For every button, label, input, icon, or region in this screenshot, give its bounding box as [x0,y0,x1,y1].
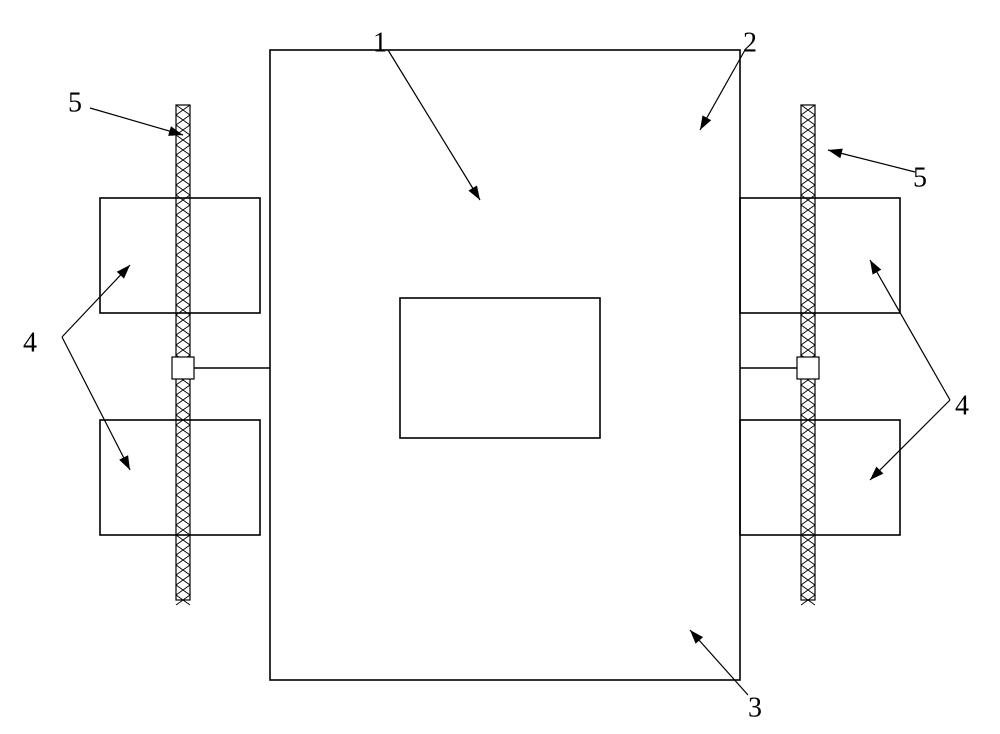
rod-hub [172,357,194,379]
side-box-left-top [100,198,260,313]
label-4-right: 4 [870,260,969,480]
label-5R: 5 [828,149,927,194]
rod-hub [797,357,819,379]
side-box-right-top [740,198,900,313]
svg-text:2: 2 [743,27,757,58]
label-3: 3 [690,630,762,723]
svg-text:4: 4 [23,327,37,358]
svg-text:5: 5 [913,162,927,193]
threaded-rod [797,105,819,605]
svg-text:4: 4 [955,390,969,421]
side-box-right-bottom [740,420,900,535]
svg-text:3: 3 [748,692,762,723]
main-body [270,50,740,680]
threaded-rod [172,105,194,605]
label-5L: 5 [68,87,183,135]
svg-text:5: 5 [68,87,82,118]
diagram [100,50,900,680]
labels: 1 2 3 5 5 4 4 [23,27,969,723]
label-2: 2 [700,27,757,130]
svg-text:1: 1 [373,27,387,58]
label-1: 1 [373,27,480,200]
label-4-left: 4 [23,265,130,470]
center-block [400,298,600,438]
